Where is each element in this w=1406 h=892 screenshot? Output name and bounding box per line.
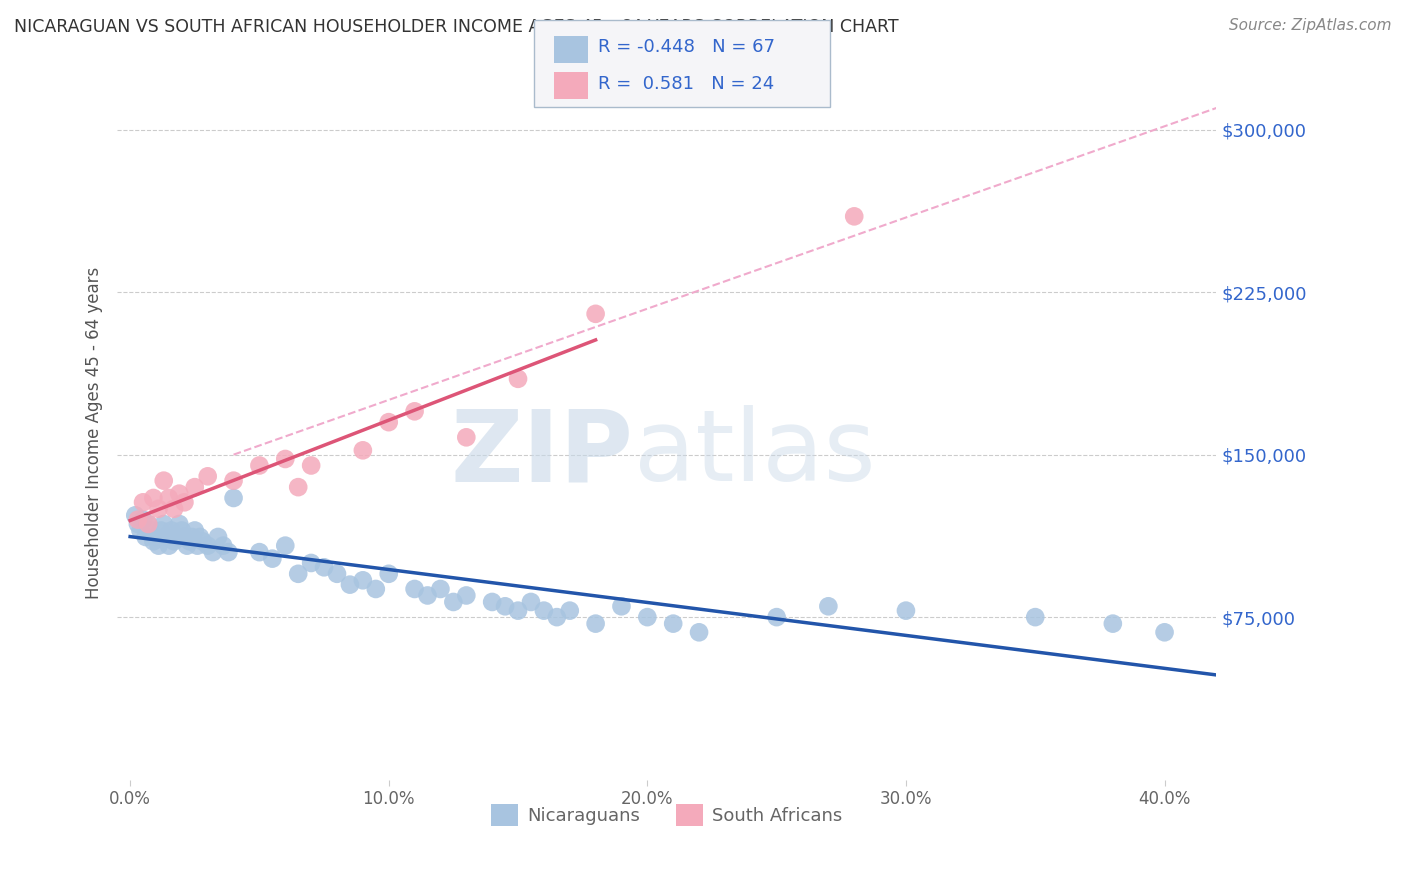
- Point: [844, 210, 866, 224]
- Point: [167, 486, 190, 500]
- Point: [136, 516, 159, 531]
- Point: [222, 491, 245, 505]
- Point: [179, 534, 201, 549]
- Point: [173, 530, 195, 544]
- Point: [212, 539, 235, 553]
- Point: [1153, 625, 1175, 640]
- Point: [262, 551, 284, 566]
- Point: [441, 595, 464, 609]
- Point: [546, 610, 568, 624]
- Point: [136, 516, 159, 531]
- Point: [287, 566, 309, 581]
- Point: [197, 539, 219, 553]
- Point: [558, 604, 581, 618]
- Point: [533, 604, 555, 618]
- Point: [416, 589, 439, 603]
- Point: [145, 530, 167, 544]
- Text: Source: ZipAtlas.com: Source: ZipAtlas.com: [1229, 18, 1392, 33]
- Point: [160, 524, 183, 538]
- Point: [299, 556, 322, 570]
- Point: [188, 530, 211, 544]
- Point: [217, 545, 239, 559]
- Point: [152, 474, 174, 488]
- Point: [157, 539, 180, 553]
- Text: R = -0.448   N = 67: R = -0.448 N = 67: [598, 38, 775, 56]
- Point: [765, 610, 787, 624]
- Point: [585, 307, 607, 321]
- Point: [339, 577, 361, 591]
- Point: [207, 530, 229, 544]
- Point: [377, 415, 399, 429]
- Point: [456, 430, 478, 444]
- Point: [129, 524, 152, 538]
- Point: [585, 616, 607, 631]
- Point: [132, 513, 155, 527]
- Point: [274, 539, 297, 553]
- Point: [352, 574, 374, 588]
- Point: [299, 458, 322, 473]
- Point: [166, 530, 188, 544]
- Point: [404, 404, 426, 418]
- Point: [173, 495, 195, 509]
- Point: [326, 566, 349, 581]
- Point: [377, 566, 399, 581]
- Point: [163, 534, 186, 549]
- Legend: Nicaraguans, South Africans: Nicaraguans, South Africans: [484, 797, 849, 833]
- Point: [249, 458, 271, 473]
- Point: [181, 530, 204, 544]
- Point: [506, 604, 529, 618]
- Point: [222, 474, 245, 488]
- Point: [429, 582, 451, 596]
- Point: [127, 516, 149, 531]
- Point: [152, 516, 174, 531]
- Point: [249, 545, 271, 559]
- Point: [148, 539, 170, 553]
- Point: [170, 524, 193, 538]
- Point: [352, 443, 374, 458]
- Point: [506, 372, 529, 386]
- Point: [124, 508, 146, 523]
- Point: [894, 604, 917, 618]
- Point: [127, 513, 149, 527]
- Y-axis label: Householder Income Ages 45 - 64 years: Householder Income Ages 45 - 64 years: [86, 267, 103, 599]
- Point: [191, 534, 214, 549]
- Point: [184, 524, 207, 538]
- Point: [274, 452, 297, 467]
- Point: [142, 491, 165, 505]
- Point: [817, 599, 839, 614]
- Text: R =  0.581   N = 24: R = 0.581 N = 24: [598, 75, 773, 93]
- Point: [157, 491, 180, 505]
- Point: [155, 530, 177, 544]
- Point: [148, 501, 170, 516]
- Point: [167, 516, 190, 531]
- Point: [456, 589, 478, 603]
- Point: [1101, 616, 1123, 631]
- Point: [312, 560, 335, 574]
- Point: [610, 599, 633, 614]
- Text: NICARAGUAN VS SOUTH AFRICAN HOUSEHOLDER INCOME AGES 45 - 64 YEARS CORRELATION CH: NICARAGUAN VS SOUTH AFRICAN HOUSEHOLDER …: [14, 18, 898, 36]
- Point: [197, 469, 219, 483]
- Point: [494, 599, 516, 614]
- Point: [404, 582, 426, 596]
- Point: [139, 524, 162, 538]
- Point: [481, 595, 503, 609]
- Point: [364, 582, 387, 596]
- Point: [636, 610, 658, 624]
- Text: ZIP: ZIP: [451, 405, 634, 502]
- Point: [176, 539, 198, 553]
- Point: [184, 480, 207, 494]
- Point: [142, 534, 165, 549]
- Point: [150, 524, 173, 538]
- Point: [201, 545, 224, 559]
- Point: [132, 495, 155, 509]
- Point: [688, 625, 710, 640]
- Point: [163, 501, 186, 516]
- Point: [662, 616, 685, 631]
- Point: [135, 530, 157, 544]
- Point: [1024, 610, 1046, 624]
- Point: [186, 539, 208, 553]
- Point: [520, 595, 543, 609]
- Text: atlas: atlas: [634, 405, 876, 502]
- Point: [287, 480, 309, 494]
